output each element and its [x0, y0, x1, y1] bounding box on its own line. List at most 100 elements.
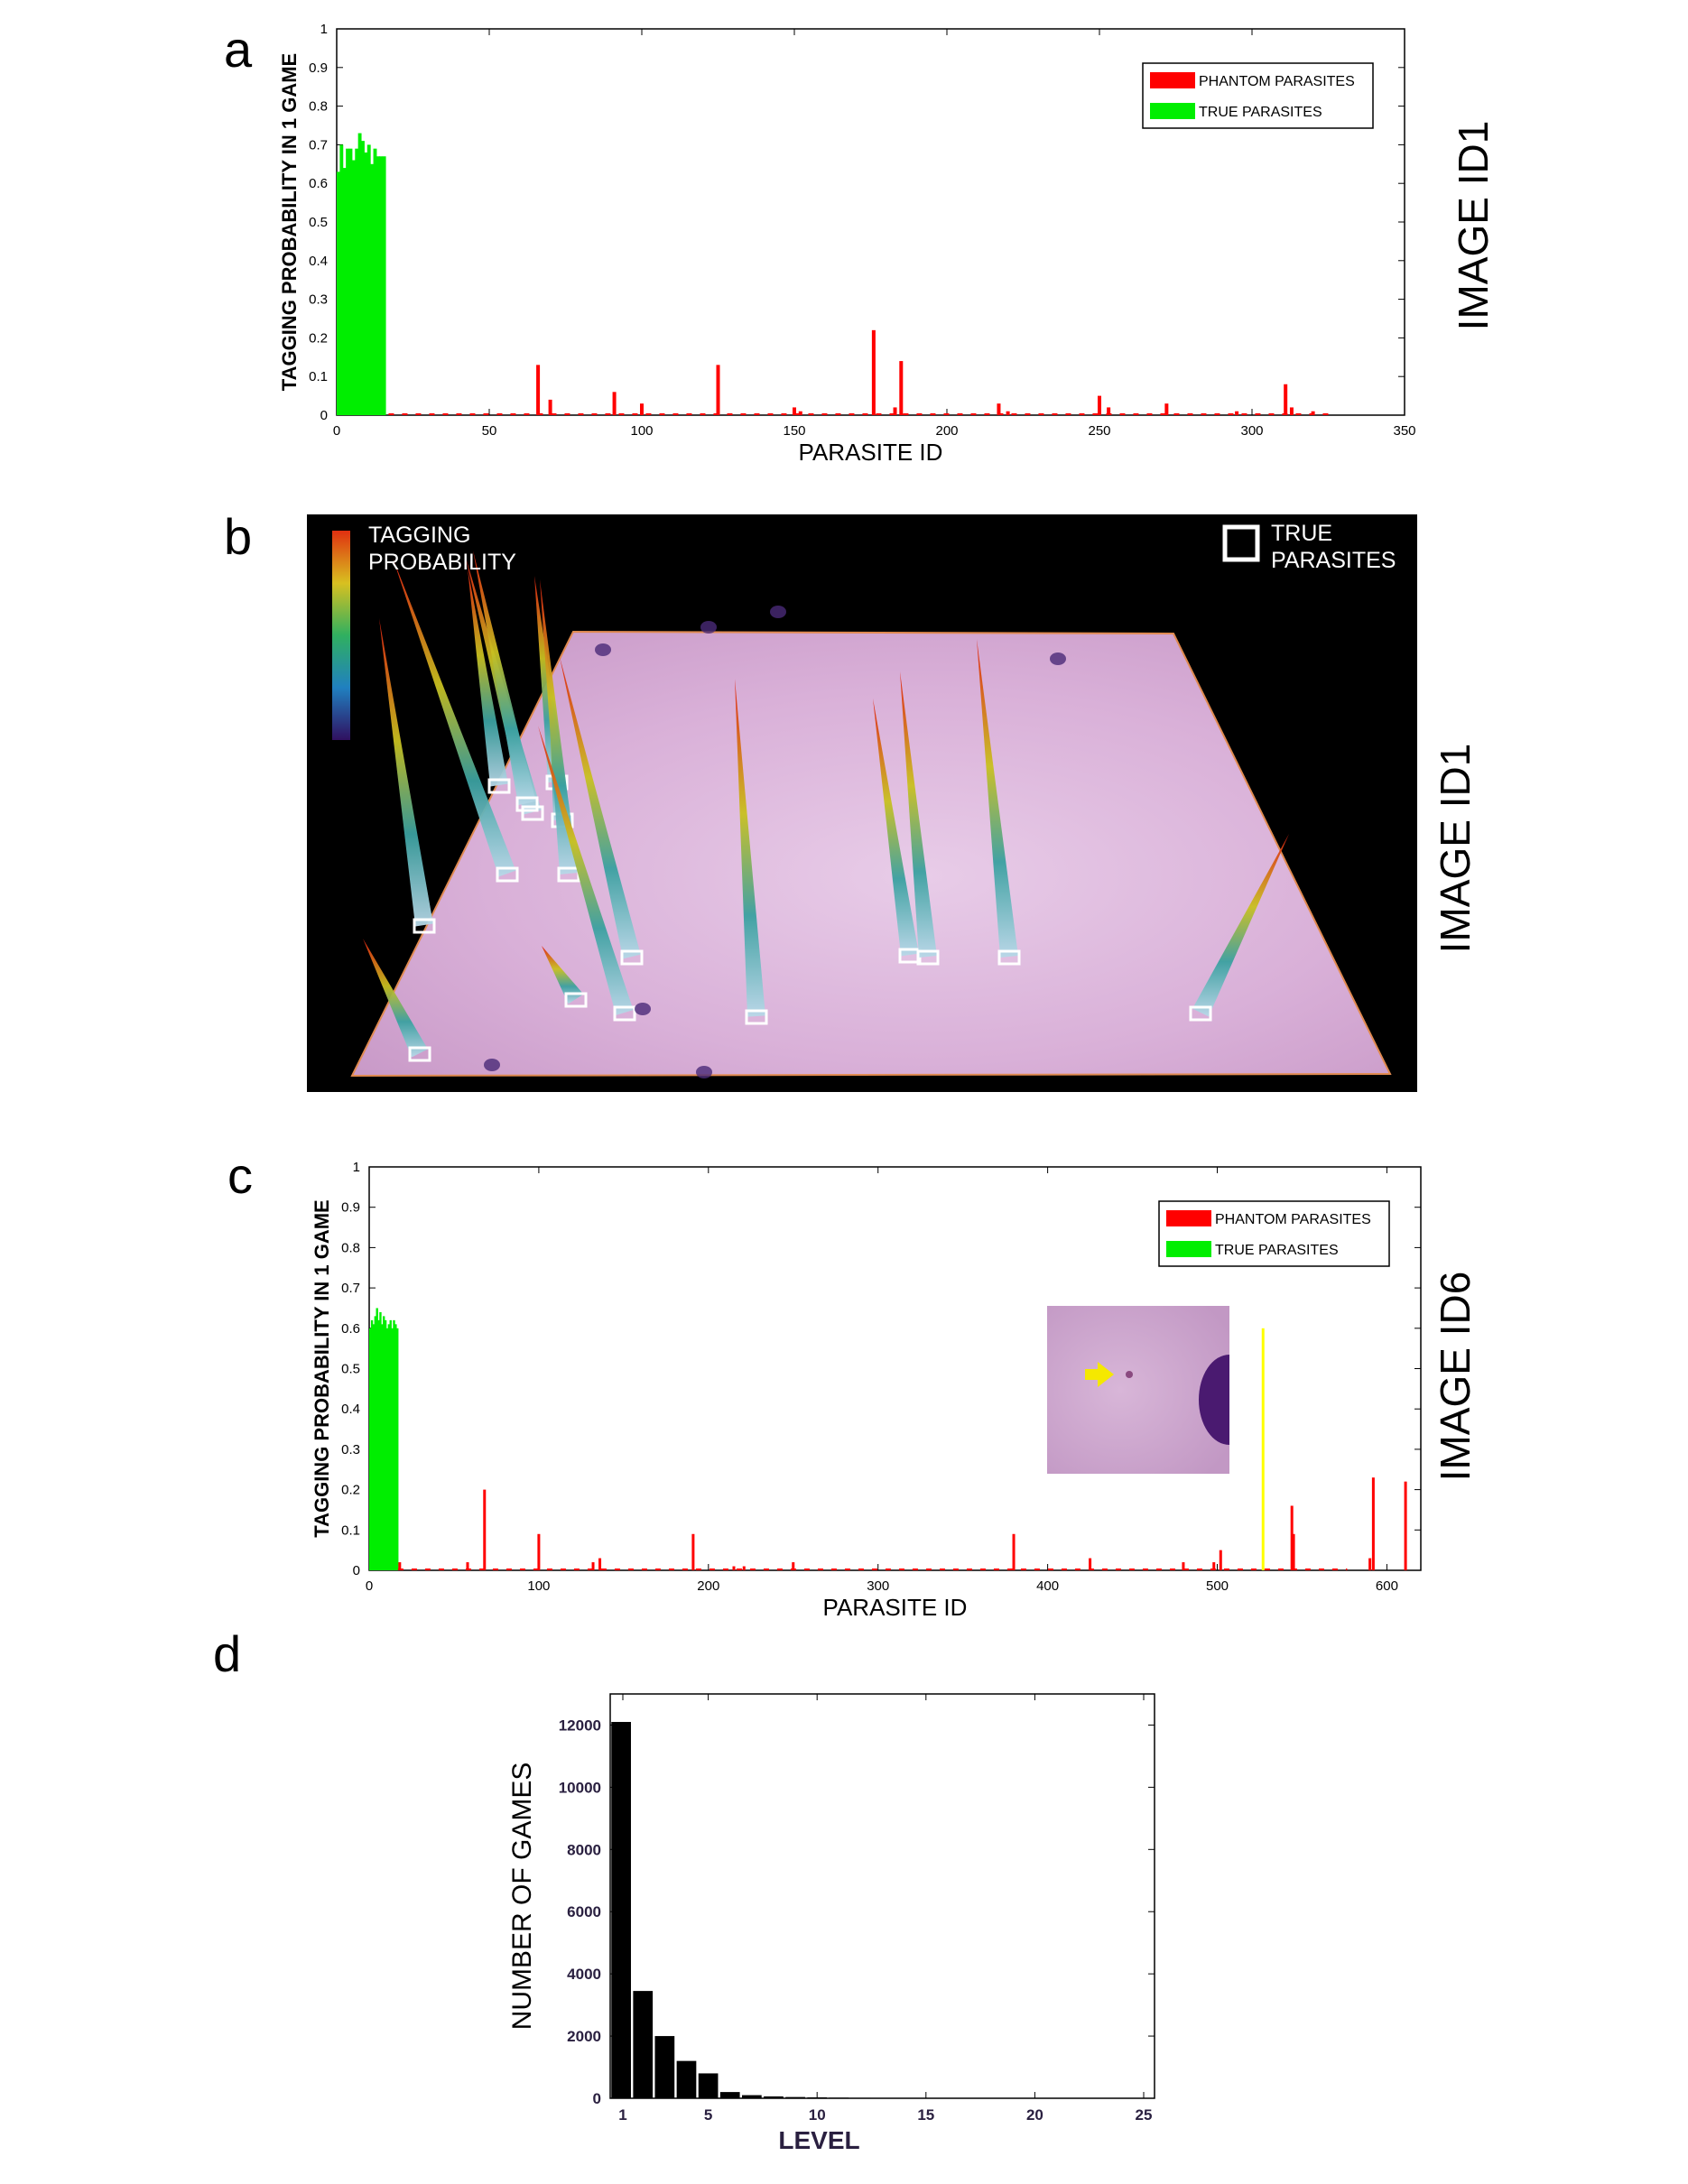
y-axis-label: TAGGING PROBABILITY IN 1 GAME: [278, 53, 301, 391]
plot-frame: [609, 1693, 1155, 2099]
bar-phantom-parasite: [997, 403, 1001, 415]
x-tick-label: 100: [527, 1578, 550, 1594]
bar-level-count: [676, 2060, 697, 2098]
bar-true-parasite: [377, 1319, 380, 1570]
inset-micrograph: [1047, 1306, 1229, 1474]
cell-spot: [484, 1059, 500, 1071]
legend: PHANTOM PARASITES TRUE PARASITES: [1142, 62, 1374, 129]
legend-swatch-phantom: [1150, 72, 1195, 88]
chart-c: 0 0.1 0.2 0.3 0.4 0.5 0.6 0.7 0.8 0.9 1 0 100 200 300 4…: [311, 1160, 1422, 1621]
spike-body: [393, 558, 516, 877]
tagging-spike: [473, 551, 539, 812]
true-parasite-marker: [620, 949, 644, 966]
panel-b-3d-surface: TAGGING PROBABILITY TRUE PARASITES: [307, 514, 1417, 1092]
bar-phantom-parasite: [732, 1566, 736, 1570]
bar-phantom-parasite: [793, 407, 796, 415]
bar-level-count: [741, 2095, 762, 2098]
bar-true-parasite: [393, 1319, 395, 1570]
bar-phantom-parasite: [798, 411, 802, 415]
spike-body: [379, 618, 433, 927]
bar-phantom-parasite: [1368, 1558, 1372, 1570]
legend-swatch-phantom: [1166, 1210, 1211, 1226]
bar-level-count: [719, 2092, 740, 2098]
spike-body: [538, 726, 634, 1015]
x-tick-label: 350: [1393, 423, 1415, 439]
tagging-spike: [977, 639, 1021, 966]
cell-spot: [1050, 652, 1066, 665]
bar-phantom-parasite: [716, 365, 720, 415]
x-axis-label: LEVEL: [778, 2126, 859, 2154]
bar-phantom-parasite: [1219, 1550, 1222, 1570]
bar-phantom-parasite: [640, 403, 644, 415]
x-tick-label: 50: [482, 423, 497, 439]
tagging-spike: [538, 726, 636, 1022]
bar-phantom-parasite: [792, 1562, 795, 1570]
y-tick-label: 10000: [559, 1779, 601, 1796]
y-tick-label: 4000: [567, 1966, 601, 1983]
bar-level-count: [633, 1991, 654, 2098]
bar-phantom-parasite: [1212, 1562, 1216, 1570]
bar-phantom-parasite: [1292, 1533, 1295, 1570]
x-axis-label: PARASITE ID: [799, 439, 943, 466]
y-tick-label: 0.1: [341, 1522, 360, 1538]
true-parasite-marker: [408, 1046, 431, 1062]
y-tick-label: 1: [353, 1160, 360, 1175]
y-tick-label: 6000: [567, 1903, 601, 1920]
bar-true-parasite: [346, 148, 350, 415]
bar-true-parasite: [379, 1311, 382, 1570]
y-tick-label: 12000: [559, 1717, 601, 1734]
bar-phantom-parasite: [1404, 1481, 1407, 1570]
bar-true-parasite: [370, 163, 375, 416]
bar-phantom-parasite: [1164, 403, 1169, 415]
panel-letter-d: d: [213, 1625, 242, 1682]
bar-phantom-parasite: [893, 407, 897, 415]
tagging-spikes: [363, 551, 1289, 1078]
spike-body: [468, 569, 508, 787]
bar-true-parasite: [376, 156, 380, 416]
bar-true-parasite: [373, 148, 377, 415]
tagging-spike: [468, 569, 511, 794]
bar-phantom-parasite: [1289, 407, 1294, 415]
surface-svg: [332, 524, 1392, 1078]
bar-phantom-parasite: [598, 1558, 602, 1570]
parasite-dot: [1126, 1371, 1133, 1378]
bar-true-parasite: [361, 141, 365, 415]
bar-true-parasite: [351, 160, 356, 415]
bar-level-count: [698, 2073, 719, 2098]
y-tick-label: 0.5: [341, 1362, 360, 1377]
bar-true-parasite: [382, 156, 386, 416]
colorbar: [332, 531, 350, 740]
cell-spot: [635, 1003, 651, 1015]
y-tick-label: 0.9: [309, 60, 328, 76]
y-tick-label: 8000: [567, 1841, 601, 1858]
true-parasite-marker: [1189, 1005, 1212, 1022]
bar-true-parasite: [376, 1308, 378, 1570]
bar-true-parasite: [366, 144, 371, 415]
panel-letter-c: c: [227, 1147, 253, 1204]
legend-label-true: TRUE PARASITES: [1199, 105, 1322, 120]
x-tick-label: 400: [1036, 1578, 1059, 1594]
bar-true-parasite: [385, 1328, 389, 1570]
y-tick-label: 1: [320, 22, 328, 37]
x-tick-label: 5: [704, 2106, 712, 2124]
y-axis-label: TAGGING PROBABILITY IN 1 GAME: [311, 1199, 333, 1537]
y-tick-label: 0.1: [309, 369, 328, 384]
bar-true-parasite: [396, 1328, 399, 1570]
y-tick-label: 0.9: [341, 1200, 360, 1216]
bar-phantom-parasite: [548, 399, 552, 415]
bar-level-count: [611, 1722, 631, 2098]
x-tick-label: 100: [630, 423, 653, 439]
tagging-spike: [542, 946, 588, 1008]
spike-body: [473, 551, 536, 806]
bar-phantom-parasite: [691, 1533, 695, 1570]
panel-letter-b: b: [224, 508, 253, 565]
x-tick-label: 200: [697, 1578, 719, 1594]
bar-phantom-parasite: [1371, 1477, 1375, 1570]
x-tick-label: 15: [917, 2106, 934, 2124]
y-tick-label: 0.3: [309, 292, 328, 308]
x-tick-label: 0: [333, 423, 340, 439]
true-parasite-marker: [997, 949, 1021, 966]
x-axis-label: PARASITE ID: [823, 1594, 968, 1621]
bar-level-count: [829, 2097, 849, 2098]
y-tick-label: 0.2: [309, 330, 328, 346]
